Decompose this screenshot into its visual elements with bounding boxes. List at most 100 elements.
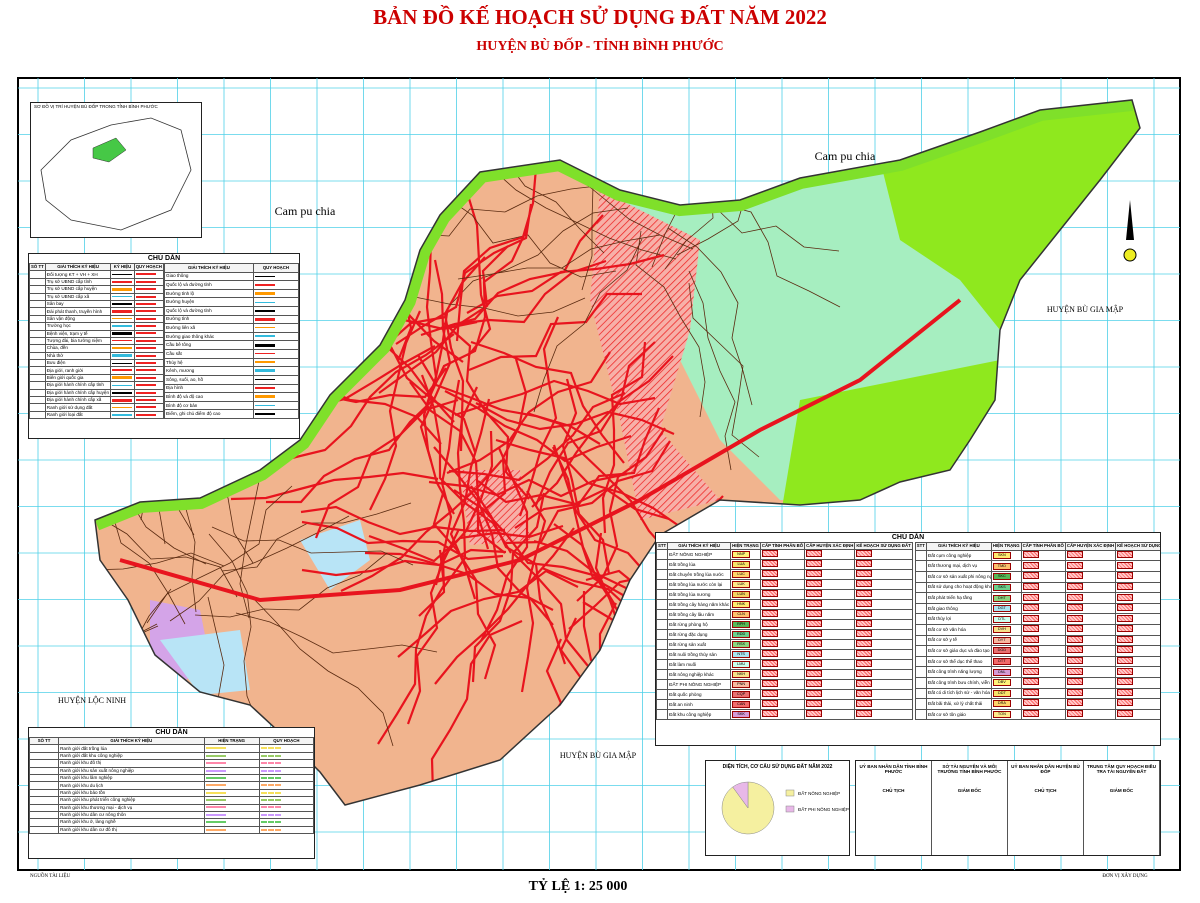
road	[434, 527, 575, 685]
planned-symbol	[133, 396, 165, 405]
legend-columns: STT GIẢI THÍCH KÝ HIỆU HIỆN TRẠNG CẤP TỈNH …	[656, 541, 1160, 721]
header-cell: QUY HOẠCH	[258, 736, 314, 746]
current-code-cell: TMD	[990, 560, 1022, 572]
land-type: Đất khu công nghiệp	[667, 709, 732, 721]
legend-row: Đất bãi thải, xử lý chất thải DRA	[914, 698, 1160, 710]
road	[409, 381, 506, 554]
planned-swatch	[1022, 614, 1039, 622]
plan-cell	[1064, 666, 1117, 678]
symbol	[135, 391, 156, 394]
symbol	[135, 347, 156, 350]
planned-swatch	[856, 600, 873, 608]
planned-symbol	[133, 388, 165, 398]
land-code: RDD	[732, 631, 751, 639]
header-cell: STT	[914, 542, 927, 551]
legend-row: Đất cơ sở y tế DYT	[914, 634, 1160, 647]
plan-cell	[804, 579, 856, 591]
row-index	[29, 307, 46, 316]
road	[477, 480, 670, 521]
legend-symbol	[110, 314, 135, 324]
road	[446, 351, 611, 475]
legend-symbol	[110, 388, 135, 398]
road	[531, 341, 656, 508]
planned-swatch	[761, 600, 778, 608]
legend-row: Đất cơ sở giáo dục và đào tạo DGD	[914, 645, 1160, 657]
legend-text: Bình độ cơ bản	[164, 400, 254, 411]
land-code: DBV	[992, 679, 1011, 687]
plan-cell	[1020, 655, 1066, 668]
land-type: Đất cơ sở thể dục thể thao	[925, 655, 992, 668]
road	[266, 397, 436, 504]
symbol	[254, 291, 275, 295]
pie-title: DIỆN TÍCH, CƠ CẤU SỬ DỤNG ĐẤT NĂM 2022	[722, 764, 833, 770]
plan-cell	[854, 589, 913, 601]
plan-cell	[804, 649, 856, 661]
legend-label: ĐẤT NÔNG NGHIỆP	[798, 789, 840, 796]
legend-symbol	[110, 396, 135, 405]
plan-cell	[804, 549, 856, 561]
plan-cell	[804, 569, 856, 581]
plan-cell	[1115, 645, 1160, 657]
planned-swatch	[1066, 583, 1083, 590]
planned-swatch	[1066, 625, 1083, 633]
planned-swatch	[806, 570, 823, 578]
plan-cell	[1064, 676, 1117, 689]
plan-cell	[804, 659, 856, 671]
planned-symbol	[133, 314, 165, 324]
row-index	[914, 571, 927, 583]
land-code: CLN	[732, 611, 751, 619]
symbol	[135, 295, 156, 298]
plan-cell	[1020, 549, 1066, 562]
legend-symbol	[110, 359, 135, 368]
road	[455, 167, 538, 342]
planned-swatch	[856, 670, 873, 678]
land-type: Đất sử dụng cho hoạt động khoáng sản	[925, 581, 992, 594]
symbol	[254, 327, 275, 329]
land-code: DGT	[992, 605, 1011, 613]
planned-swatch	[1066, 646, 1083, 654]
planned-symbol	[133, 329, 165, 338]
legend-row: Đất cơ sở sản xuất phi nông nghiệpSKC	[914, 571, 1160, 583]
legend-row: Đất cơ sở thể dục thể thao DTT	[914, 655, 1160, 668]
planned-swatch	[761, 640, 778, 648]
planned-swatch	[1022, 678, 1039, 686]
header-cell: QUY HOẠCH	[133, 262, 165, 272]
legend-symbol	[252, 314, 299, 325]
plan-cell	[1020, 571, 1066, 583]
road	[443, 386, 478, 588]
planned-swatch	[1022, 572, 1039, 580]
plan-cell	[1064, 592, 1117, 604]
current-code-cell: LUA	[730, 559, 761, 571]
plan-cell	[854, 699, 913, 711]
symbol	[260, 828, 281, 831]
row-index	[29, 759, 60, 768]
legend-text: Quốc lộ và đường tỉnh	[164, 280, 254, 290]
map-element	[1126, 200, 1134, 240]
legend-row: Ranh giới khu thương mại - dịch vụ	[29, 803, 314, 812]
legend-symbol	[110, 403, 135, 412]
plan-cell	[1115, 571, 1160, 583]
land-code: LUK	[732, 581, 751, 589]
symbol	[112, 287, 133, 291]
legend-row: Đất công trình bưu chính, viễn thôngDBV	[914, 676, 1160, 689]
signature-block: UỶ BAN NHÂN DÂN TỈNH BÌNH PHƯỚC CHỦ TỊCH S…	[855, 760, 1161, 856]
current-code-cell: LUN	[730, 589, 761, 601]
plan-cell	[854, 649, 913, 661]
legend-row: Đất cơ sở văn hóa DVH	[914, 624, 1160, 636]
track	[688, 270, 736, 471]
legend-row: Ranh giới loại đất	[29, 410, 165, 420]
track	[413, 184, 607, 237]
land-code: TMD	[992, 562, 1011, 570]
header-cell: HIỆN TRẠNG	[203, 736, 260, 746]
plan-cell	[1115, 655, 1160, 668]
legend-row: Bình độ và độ cao	[164, 392, 299, 402]
land-type: Đất rừng đặc dụng	[667, 629, 732, 641]
legend-row: Biên giới quốc gia	[29, 373, 165, 383]
row-index	[656, 659, 669, 671]
planned-swatch	[761, 670, 778, 678]
land-code: DGD	[992, 647, 1011, 655]
legend-text: Ranh giới khu du lịch	[58, 781, 205, 790]
planned-swatch	[1022, 667, 1039, 675]
planned-swatch	[806, 580, 823, 588]
legend-row: Ranh giới khu phát triển công nghiệp	[29, 796, 314, 805]
